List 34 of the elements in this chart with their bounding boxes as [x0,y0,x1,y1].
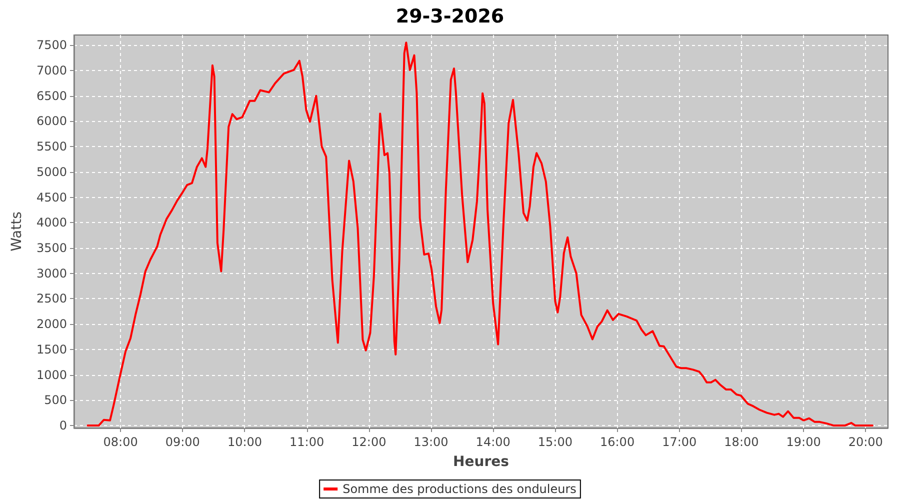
y-tick-label: 3000 [36,266,67,280]
y-tick-label: 2000 [36,317,67,332]
y-axis-title: Watts [9,212,25,252]
x-tick-label: 13:00 [414,435,448,449]
y-tick-label: 2500 [36,292,67,306]
x-tick-label: 16:00 [600,435,635,449]
y-tick-label: 5000 [36,164,67,179]
x-tick-label: 17:00 [662,435,697,449]
x-tick-label: 18:00 [724,435,759,449]
x-tick-label: 15:00 [538,435,572,449]
x-tick-label: 20:00 [848,435,883,449]
y-tick-label: 0 [59,418,67,432]
legend-label: Somme des productions des onduleurs [342,482,576,496]
y-tick-label: 4000 [36,216,67,230]
line-series [86,42,874,426]
y-tick-label: 7500 [36,38,67,52]
x-tick-label: 09:00 [165,435,200,449]
y-tick-label: 6000 [36,114,67,128]
y-tick-label: 7000 [36,63,67,78]
x-tick-label: 19:00 [786,435,821,449]
x-tick-label: 14:00 [476,435,510,449]
y-tick-label: 3500 [36,240,67,255]
x-tick-label: 11:00 [290,435,324,449]
y-tick-label: 4500 [36,190,67,204]
chart-title: 29-3-2026 [396,6,504,28]
y-tick-label: 6500 [36,88,67,103]
y-tick-label: 1000 [36,368,67,382]
x-tick-label: 08:00 [103,435,138,449]
y-tick-label: 5500 [36,140,67,154]
y-tick-label: 1500 [36,342,67,356]
y-tick-label: 500 [44,393,67,408]
x-tick-label: 10:00 [227,435,262,449]
x-axis-title: Heures [453,454,509,470]
x-tick-label: 12:00 [352,435,386,449]
